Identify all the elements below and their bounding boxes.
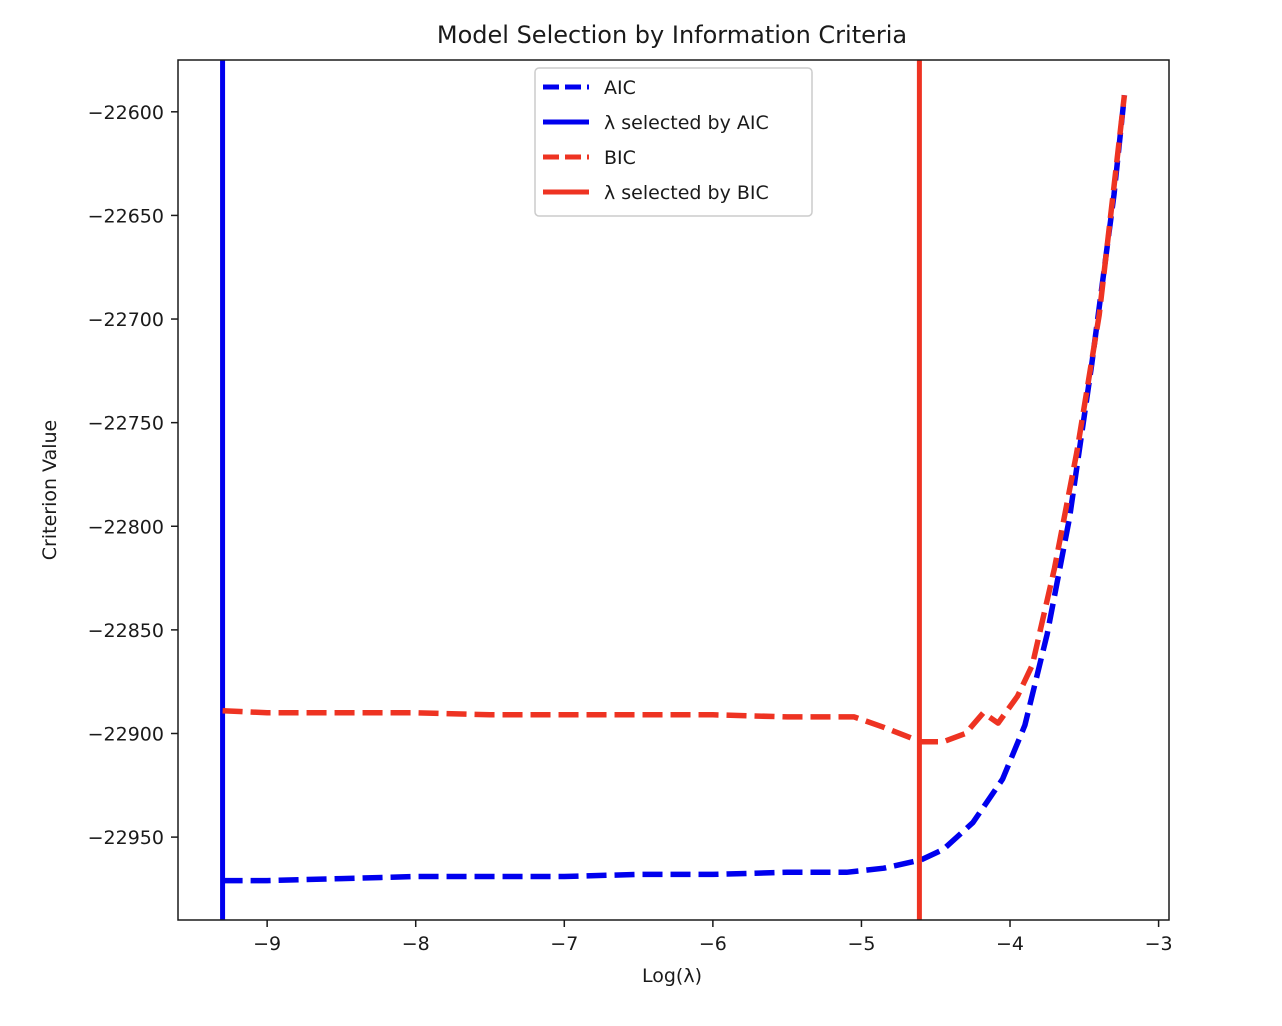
y-tick-label: −22850 bbox=[88, 620, 164, 642]
x-tick-label: −7 bbox=[550, 933, 578, 955]
y-tick-label: −22950 bbox=[88, 827, 164, 849]
y-tick-label: −22650 bbox=[88, 205, 164, 227]
y-axis: −22600 −22650 −22700 −22750 −22800 −22850 −229… bbox=[88, 102, 178, 849]
x-tick-label: −3 bbox=[1145, 933, 1173, 955]
legend-label-selected-by-aic: λ selected by AIC bbox=[604, 112, 769, 134]
legend-label-bic: BIC bbox=[604, 147, 636, 169]
legend-label-aic: AIC bbox=[604, 77, 636, 99]
y-tick-label: −22600 bbox=[88, 102, 164, 124]
plot-lines bbox=[220, 60, 1128, 920]
y-tick-label: −22750 bbox=[88, 413, 164, 435]
legend: AIC λ selected by AIC BIC λ selected by BIC bbox=[534, 67, 813, 217]
x-tick-label: −6 bbox=[699, 933, 727, 955]
x-tick-label: −5 bbox=[847, 933, 875, 955]
x-tick-label: −8 bbox=[402, 933, 430, 955]
y-axis-label: Criterion Value bbox=[39, 420, 61, 560]
series-aic-line bbox=[222, 94, 1128, 884]
plot-frame bbox=[177, 59, 1170, 921]
y-tick-label: −22900 bbox=[88, 723, 164, 745]
y-tick-label: −22800 bbox=[88, 516, 164, 538]
y-tick-label: −22700 bbox=[88, 309, 164, 331]
x-tick-label: −4 bbox=[996, 933, 1024, 955]
x-axis-label: Log(λ) bbox=[642, 965, 702, 987]
chart-title: Model Selection by Information Criteria bbox=[437, 21, 907, 49]
x-tick-label: −9 bbox=[253, 933, 281, 955]
legend-box bbox=[534, 67, 813, 217]
legend-label-selected-by-bic: λ selected by BIC bbox=[604, 182, 769, 204]
x-axis: −9 −8 −7 −6 −5 −4 −3 bbox=[253, 920, 1173, 955]
